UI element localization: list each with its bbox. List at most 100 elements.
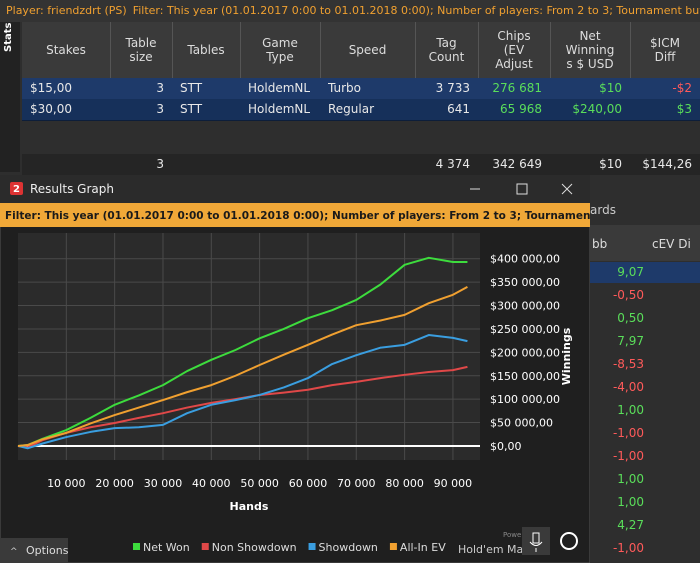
y-tick-label: $200 000,00 bbox=[490, 346, 560, 359]
panel-header-fragment: ards bbox=[590, 203, 616, 217]
brand: Hold'em Ma bbox=[458, 543, 523, 556]
panel-value: 7,97 bbox=[617, 334, 644, 348]
panel-value: 9,07 bbox=[617, 265, 644, 279]
y-tick-label: $50 000,00 bbox=[490, 417, 553, 430]
sidebar-tab[interactable]: Stats bbox=[0, 22, 20, 172]
filter-bar bbox=[0, 203, 590, 227]
y-tick-label: $250 000,00 bbox=[490, 323, 560, 336]
x-axis-label: Hands bbox=[230, 500, 269, 513]
x-tick-label: 10 000 bbox=[47, 477, 86, 490]
right-panel: ards bb cEV Di 9,07 -0,50 0,50 7,97 -8,53 -4,00 1… bbox=[590, 195, 700, 563]
table-row: $30,00 3 STT HoldemNL Regular 641 65 968 $240,0… bbox=[22, 99, 700, 121]
cell: 3 bbox=[156, 102, 164, 116]
column-header: Game Type bbox=[240, 22, 321, 78]
column-header: Tag Count bbox=[415, 22, 479, 78]
panel-value: -4,00 bbox=[612, 380, 644, 394]
x-tick-label: 30 000 bbox=[144, 477, 183, 490]
options-label[interactable]: Options bbox=[26, 544, 69, 557]
x-tick-label: 70 000 bbox=[337, 477, 376, 490]
top-bar: Player: friendzdrt (PS) Filter: This year… bbox=[0, 0, 700, 22]
cell: 276 681 bbox=[492, 81, 542, 95]
series-line bbox=[17, 285, 468, 447]
window-filter: Filter: This year (01.01.2017 0:00 to 01… bbox=[5, 210, 590, 222]
maximize[interactable] bbox=[516, 183, 528, 195]
panel-value: -1,00 bbox=[612, 449, 644, 463]
y-tick-label: $100 000,00 bbox=[490, 393, 560, 406]
selected-row bbox=[590, 262, 700, 283]
x-tick-label: 90 000 bbox=[434, 477, 473, 490]
legend-swatch bbox=[201, 543, 209, 550]
panel-value: -8,53 bbox=[612, 357, 644, 371]
close[interactable] bbox=[561, 183, 573, 195]
cell: -$2 952,67 bbox=[672, 81, 692, 95]
column-header: Net Winning s $ USD bbox=[550, 22, 631, 78]
cell: 3 733 bbox=[435, 81, 470, 95]
total-cell: $10 924,20 bbox=[599, 157, 622, 171]
cell: STT bbox=[180, 81, 203, 95]
badge: 2 bbox=[13, 184, 20, 195]
y-tick-label: $0,00 bbox=[490, 440, 522, 453]
mic-icon[interactable] bbox=[529, 532, 543, 552]
powered: Powe bbox=[503, 531, 521, 539]
legend-label: Net Won bbox=[143, 541, 190, 554]
total-cell: 342 649 bbox=[492, 157, 542, 171]
cell: $3 096,93 bbox=[676, 102, 692, 116]
legend-swatch bbox=[308, 543, 316, 550]
legend-label: All-In EV bbox=[400, 541, 446, 554]
x-tick-label: 40 000 bbox=[192, 477, 231, 490]
table-row: $15,00 3 STT HoldemNL Turbo 3 733 276 681 $10 6… bbox=[22, 78, 700, 100]
panel-column: bb bbox=[592, 237, 608, 251]
column-header: Table size bbox=[110, 22, 173, 78]
x-tick-label: 50 000 bbox=[240, 477, 279, 490]
y-tick-label: $400 000,00 bbox=[490, 253, 560, 266]
series-line bbox=[17, 334, 468, 450]
total-cell: 3 bbox=[156, 157, 164, 171]
cell: Regular bbox=[328, 102, 375, 116]
cell: HoldemNL bbox=[248, 102, 311, 116]
series-line bbox=[17, 256, 468, 447]
total-cell: $144,26 bbox=[642, 157, 692, 171]
panel-value: -1,00 bbox=[612, 541, 644, 555]
y-axis-label: Winnings bbox=[560, 327, 573, 385]
player: Player: friendzdrt (PS) bbox=[6, 4, 127, 17]
options-caret[interactable]: ^ bbox=[10, 547, 18, 557]
panel-value: -1,00 bbox=[612, 426, 644, 440]
legend-label: Non Showdown bbox=[212, 541, 297, 554]
cell: HoldemNL bbox=[248, 81, 311, 95]
column-header: Tables bbox=[172, 22, 241, 78]
panel-value: 1,00 bbox=[617, 472, 644, 486]
cell: 65 968 bbox=[500, 102, 542, 116]
legend-swatch bbox=[133, 543, 140, 550]
panel-value: -0,50 bbox=[612, 288, 644, 302]
tab-label[interactable]: Stats bbox=[3, 22, 14, 52]
x-tick-label: 60 000 bbox=[289, 477, 328, 490]
y-tick-label: $350 000,00 bbox=[490, 276, 560, 289]
column-header: Chips (EV Adjust bbox=[478, 22, 551, 78]
panel-value: 1,00 bbox=[617, 495, 644, 509]
cell: $10 684,20 bbox=[599, 81, 622, 95]
cell: $30,00 bbox=[30, 102, 72, 116]
total-cell: 4 374 bbox=[435, 157, 470, 171]
y-tick-label: $300 000,00 bbox=[490, 300, 560, 313]
legend-label: Showdown bbox=[319, 541, 378, 554]
plot-area bbox=[18, 233, 480, 460]
x-tick-label: 80 000 bbox=[385, 477, 424, 490]
window-title: Results Graph bbox=[30, 182, 114, 196]
cell: 641 bbox=[447, 102, 470, 116]
column-header: Stakes bbox=[22, 22, 111, 78]
legend-swatch bbox=[389, 543, 397, 550]
refresh-icon[interactable] bbox=[560, 532, 578, 550]
results-graph-window: 2 Results Graph Filter: This year (01.01… bbox=[0, 175, 590, 563]
cell: $240,00 bbox=[572, 102, 622, 116]
cell: 3 bbox=[156, 81, 164, 95]
panel-value: 1,00 bbox=[617, 403, 644, 417]
cell: $15,00 bbox=[30, 81, 72, 95]
cell: Turbo bbox=[328, 81, 362, 95]
column-header: $ICM Diff bbox=[630, 22, 700, 78]
options-button[interactable] bbox=[0, 538, 68, 563]
panel-value: 4,27 bbox=[617, 518, 644, 532]
badge-bg bbox=[10, 182, 23, 195]
table-header: Stakes Table size Tables Game Type Speed Tag … bbox=[22, 22, 700, 78]
x-tick-label: 20 000 bbox=[95, 477, 134, 490]
